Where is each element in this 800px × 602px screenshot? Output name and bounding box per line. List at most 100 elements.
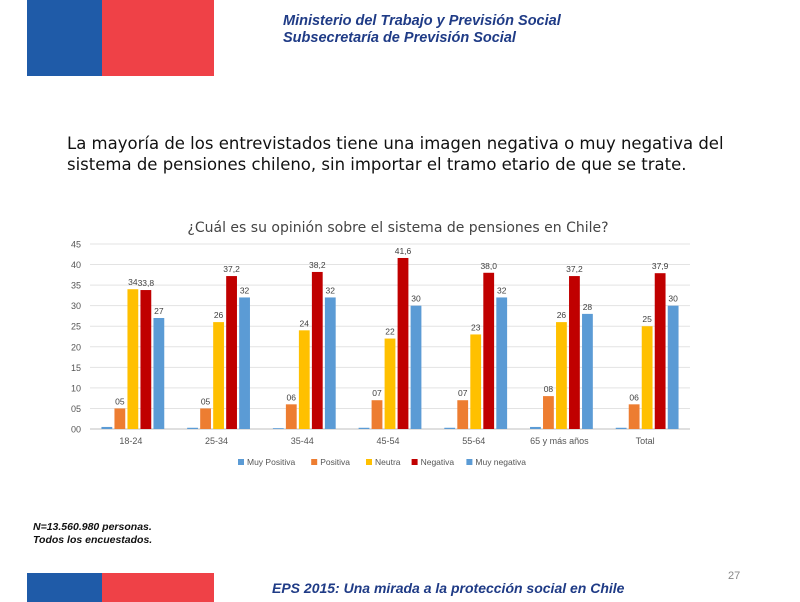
bar [444, 427, 456, 429]
population-note: Todos los encuestados. [33, 534, 153, 546]
sample-size-note: N=13.560.980 personas. [33, 521, 152, 533]
sample-note: N=13.560.980 personas. Todos los encuest… [33, 521, 152, 547]
bar [384, 338, 396, 429]
headline-line-2: sistema de pensiones chileno, sin import… [67, 155, 687, 174]
bar [101, 426, 113, 429]
bar [667, 305, 679, 429]
headline-line-1: La mayoría de los entrevistados tiene un… [67, 134, 724, 153]
legend-swatch [238, 459, 244, 465]
header-flag-logo [27, 0, 214, 76]
bar [114, 408, 126, 429]
data-label: 37,2 [223, 264, 240, 274]
legend-swatch [411, 459, 418, 465]
bar [496, 297, 508, 429]
bar [371, 400, 383, 429]
bar [556, 322, 567, 429]
page-number: 27 [728, 570, 741, 582]
legend-swatch [366, 459, 372, 465]
y-tick-label: 05 [71, 404, 81, 414]
bar [226, 276, 237, 429]
bar [457, 400, 469, 429]
bar [397, 257, 409, 429]
data-label: 34 [128, 277, 138, 287]
data-label: 28 [583, 302, 593, 312]
bar [569, 276, 580, 429]
data-label: 08 [544, 384, 554, 394]
y-tick-label: 15 [71, 363, 81, 373]
data-label: 26 [557, 310, 567, 320]
bar [483, 272, 495, 429]
data-label: 26 [214, 310, 224, 320]
bar [153, 318, 165, 429]
legend-label: Negativa [421, 457, 455, 467]
data-label: 33,8 [138, 278, 155, 288]
bar [311, 271, 323, 429]
y-tick-label: 10 [71, 383, 81, 393]
y-tick-label: 00 [71, 425, 81, 435]
legend-label: Positiva [320, 457, 350, 467]
data-label: 07 [372, 388, 382, 398]
data-label: 32 [240, 285, 250, 295]
data-label: 37,2 [566, 264, 583, 274]
data-label: 30 [668, 294, 678, 304]
bar [628, 404, 640, 429]
data-label: 22 [385, 327, 395, 337]
data-label: 06 [287, 392, 297, 402]
x-tick-label: Total [636, 436, 655, 446]
bar [213, 322, 224, 429]
legend-label: Muy negativa [475, 457, 526, 467]
bar [127, 289, 139, 429]
bar [140, 290, 152, 429]
y-tick-label: 20 [71, 342, 81, 352]
subsecretaria-name: Subsecretaría de Previsión Social [283, 30, 516, 46]
flag-red-block [102, 0, 214, 76]
data-label: 38,2 [309, 260, 326, 270]
data-label: 06 [629, 392, 639, 402]
bar [358, 427, 370, 429]
ministry-name: Ministerio del Trabajo y Previsión Socia… [283, 13, 561, 29]
chart-title: ¿Cuál es su opinión sobre el sistema de … [187, 220, 608, 236]
bar [615, 427, 627, 429]
flag-blue-block [27, 0, 102, 76]
x-tick-label: 18-24 [119, 436, 142, 446]
bar [641, 326, 653, 429]
bar [530, 426, 541, 429]
data-label: 30 [411, 294, 421, 304]
bar [470, 334, 482, 429]
x-tick-label: 45-54 [376, 436, 399, 446]
y-tick-label: 35 [71, 281, 81, 291]
bar [272, 428, 284, 429]
bar [298, 330, 310, 429]
data-label: 32 [326, 285, 336, 295]
x-tick-label: 65 y más años [530, 436, 589, 446]
footer-flag-logo [27, 573, 214, 602]
data-label: 07 [458, 388, 468, 398]
opinion-bar-chart: ¿Cuál es su opinión sobre el sistema de … [71, 220, 690, 467]
data-label: 41,6 [395, 246, 412, 256]
data-label: 37,9 [652, 261, 669, 271]
y-tick-label: 30 [71, 301, 81, 311]
data-label: 23 [471, 322, 481, 332]
legend-swatch [311, 459, 318, 465]
y-tick-label: 40 [71, 260, 81, 270]
data-label: 38,0 [480, 261, 497, 271]
footer-title: EPS 2015: Una mirada a la protección soc… [272, 580, 625, 596]
bar [200, 408, 211, 429]
bar [187, 427, 198, 429]
data-label: 27 [154, 306, 164, 316]
x-tick-label: 55-64 [462, 436, 485, 446]
bar [543, 396, 554, 429]
legend-label: Neutra [375, 457, 401, 467]
ministry-header: Ministerio del Trabajo y Previsión Socia… [283, 13, 561, 47]
bar [582, 313, 593, 429]
y-tick-label: 25 [71, 322, 81, 332]
bar [285, 404, 297, 429]
y-tick-label: 45 [71, 240, 81, 250]
data-label: 05 [201, 396, 211, 406]
bar [239, 297, 250, 429]
data-label: 32 [497, 285, 507, 295]
data-label: 05 [115, 396, 125, 406]
bar [324, 297, 336, 429]
x-tick-label: 25-34 [205, 436, 228, 446]
slide-headline: La mayoría de los entrevistados tiene un… [67, 133, 767, 175]
